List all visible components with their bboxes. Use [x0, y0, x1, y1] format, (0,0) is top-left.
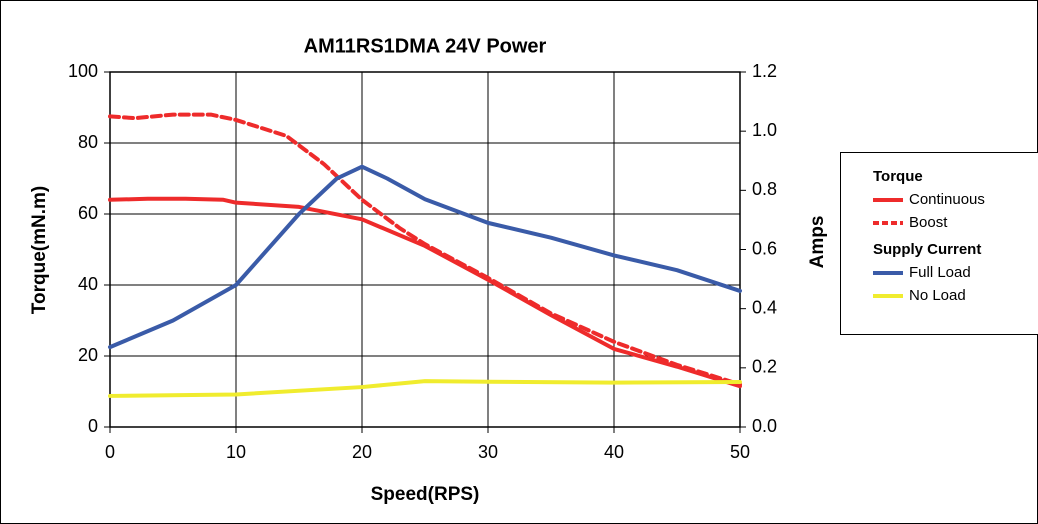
x-tick-label: 30 [478, 442, 498, 462]
y2-tick-label: 1.2 [752, 61, 777, 81]
legend-label: No Load [909, 287, 966, 304]
x-tick-label: 20 [352, 442, 372, 462]
series-line [108, 164, 742, 350]
series-line [108, 379, 742, 398]
x-tick-label: 0 [105, 442, 115, 462]
y-tick-label: 60 [78, 203, 98, 223]
x-tick-label: 10 [226, 442, 246, 462]
y-tick-label: 100 [68, 61, 98, 81]
y-tick-label: 20 [78, 345, 98, 365]
y2-tick-label: 1.0 [752, 120, 777, 140]
legend-label: Full Load [909, 264, 971, 281]
series-line [108, 196, 742, 389]
x-tick-label: 50 [730, 442, 750, 462]
y2-tick-label: 0.8 [752, 179, 777, 199]
legend-group-title: Torque [873, 168, 923, 185]
legend-group-title: Supply Current [873, 241, 981, 258]
legend-label: Boost [909, 214, 948, 231]
y2-tick-label: 0.4 [752, 297, 777, 317]
y2-axis-label: Amps [807, 216, 828, 269]
x-tick-label: 40 [604, 442, 624, 462]
chart-title: AM11RS1DMA 24V Power [304, 35, 547, 57]
y-tick-label: 80 [78, 132, 98, 152]
y-tick-label: 40 [78, 274, 98, 294]
y2-tick-label: 0.0 [752, 416, 777, 436]
y-axis-label: Torque(mN.m) [29, 186, 50, 314]
legend-label: Continuous [909, 191, 985, 208]
y2-tick-label: 0.2 [752, 357, 777, 377]
x-axis-label: Speed(RPS) [371, 484, 480, 505]
plot-border [109, 71, 741, 428]
y2-tick-label: 0.6 [752, 238, 777, 258]
y-tick-label: 0 [88, 416, 98, 436]
legend-box [840, 152, 1038, 335]
series-line [108, 112, 742, 387]
